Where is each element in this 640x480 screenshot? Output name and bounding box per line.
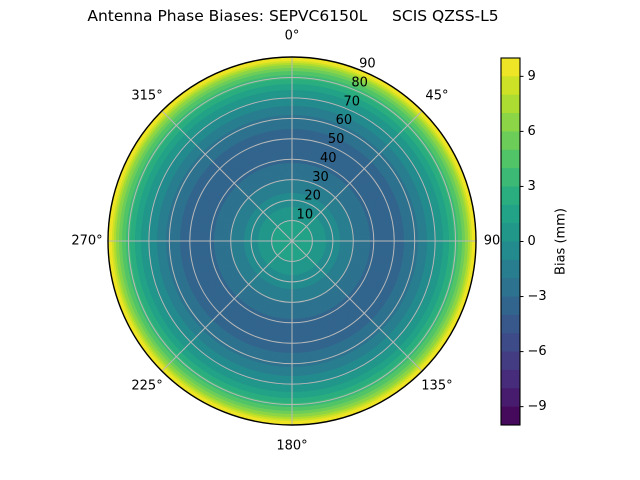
theta-tick-label: 0°	[285, 29, 300, 44]
r-tick-label: 90	[359, 57, 376, 72]
r-tick-label: 70	[343, 94, 360, 109]
colorbar-segment	[501, 131, 520, 151]
theta-tick-labels: 0° 45° 90 135° 180° 225° 270° 315°	[71, 29, 500, 454]
colorbar-tick-label: −9	[528, 399, 547, 414]
colorbar-segment	[501, 406, 520, 425]
grid-spoke	[161, 240, 293, 372]
grid-spoke	[161, 110, 293, 242]
polar-grid	[108, 57, 476, 425]
colorbar-segment	[501, 204, 520, 224]
colorbar-tick-label: −6	[528, 344, 547, 359]
r-tick-label: 10	[297, 208, 314, 223]
r-tick-label: 60	[336, 113, 353, 128]
colorbar-tick-label: 0	[528, 234, 536, 249]
colorbar-label: Bias (mm)	[554, 208, 569, 275]
colorbar-tick-label: 3	[528, 179, 536, 194]
r-tick-label: 80	[351, 75, 368, 90]
colorbar-segment	[501, 333, 520, 353]
chart-title: Antenna Phase Biases: SEPVC6150L SCIS QZ…	[87, 7, 499, 25]
colorbar-segment	[501, 58, 520, 77]
colorbar-segment	[501, 314, 520, 334]
colorbar-segment	[501, 241, 520, 261]
colorbar-segment	[501, 76, 520, 96]
colorbar-segment	[501, 296, 520, 316]
theta-tick-label: 45°	[425, 89, 448, 104]
colorbar-segment	[501, 168, 520, 188]
colorbar-segment	[501, 186, 520, 206]
colorbar-tick-label: −3	[528, 289, 547, 304]
colorbar-segment	[501, 259, 520, 279]
colorbar-segment	[501, 369, 520, 389]
theta-tick-label: 180°	[276, 439, 307, 454]
colorbar-tick-label: 6	[528, 124, 536, 139]
theta-tick-label: 90	[484, 234, 501, 249]
colorbar-tick-label: 9	[528, 69, 536, 84]
colorbar-segment	[501, 388, 520, 408]
r-tick-label: 30	[312, 170, 329, 185]
colorbar-segment	[501, 94, 520, 114]
theta-tick-label: 135°	[421, 378, 452, 393]
colorbar-segment	[501, 351, 520, 371]
r-tick-label: 40	[320, 151, 337, 166]
grid-spoke	[291, 240, 423, 372]
radial-tick-labels: 10 20 30 40 50 60 70 80 90	[297, 57, 376, 223]
theta-tick-label: 315°	[131, 89, 162, 104]
r-tick-label: 50	[328, 132, 345, 147]
colorbar-segment	[501, 113, 520, 132]
polar-spine	[107, 56, 477, 426]
colorbar-segment	[501, 278, 520, 298]
colorbar-segment	[501, 149, 520, 169]
theta-tick-label: 225°	[131, 378, 162, 393]
r-tick-label: 20	[304, 189, 321, 204]
grid-spoke	[291, 110, 423, 242]
theta-tick-label: 270°	[71, 234, 102, 249]
colorbar-segment	[501, 223, 520, 243]
colorbar: 9 6 3 0 −3 −6 −9	[500, 57, 547, 426]
